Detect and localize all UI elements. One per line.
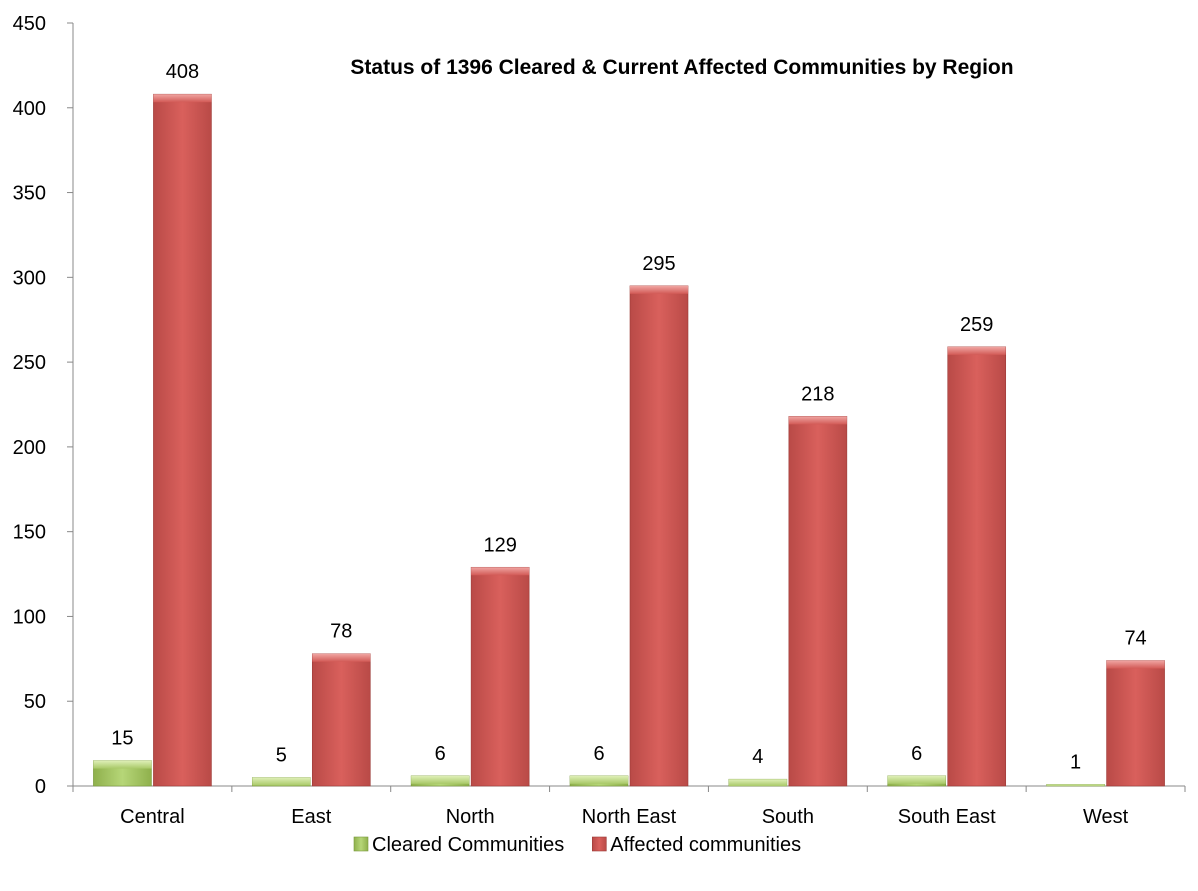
legend-item: Cleared Communities — [353, 834, 564, 856]
data-label: 6 — [593, 743, 604, 765]
data-label: 5 — [276, 745, 287, 767]
bar-affected-communities — [470, 566, 530, 787]
x-tick-label: Central — [120, 806, 184, 828]
data-label: 295 — [642, 253, 675, 275]
bar-cap — [570, 775, 628, 784]
x-tick-label: North — [446, 806, 495, 828]
y-tick-label: 0 — [35, 776, 46, 798]
bar-cleared-communities — [728, 778, 788, 787]
bar-affected-communities — [153, 93, 212, 787]
bar-cap — [630, 285, 688, 294]
data-label: 259 — [960, 314, 993, 336]
legend: Cleared Communities Affected communities — [353, 834, 801, 856]
y-tick-label: 350 — [13, 183, 46, 205]
x-tick-label: South East — [898, 806, 996, 828]
bar-cap — [887, 775, 946, 784]
bars — [93, 93, 1165, 787]
data-labels: 15 408 5 78 6 129 6 295 4 218 6 259 1 74 — [111, 61, 1146, 773]
bar-cap — [153, 94, 212, 103]
bar-body — [788, 416, 848, 787]
y-tick-label: 100 — [13, 606, 46, 628]
legend-swatch — [353, 836, 369, 852]
x-tick-label: West — [1083, 806, 1129, 828]
bar-affected-communities — [311, 653, 371, 787]
bar-cap — [788, 416, 847, 425]
data-label: 1 — [1070, 751, 1081, 773]
y-tick-label: 50 — [24, 691, 46, 713]
bar-cap — [947, 346, 1006, 355]
bar-body — [629, 285, 689, 787]
x-tick-label: South — [762, 806, 814, 828]
bar-cleared-communities — [93, 760, 152, 787]
bar-affected-communities — [788, 416, 848, 787]
bar-cleared-communities — [410, 775, 470, 787]
bar-body — [153, 93, 212, 787]
bar-affected-communities — [1106, 660, 1165, 787]
data-label: 78 — [330, 621, 352, 643]
legend-label: Affected communities — [610, 834, 801, 856]
bar-cap — [1046, 784, 1105, 786]
y-tick-label: 400 — [13, 98, 46, 120]
y-tick-label: 200 — [13, 437, 46, 459]
data-label: 6 — [911, 743, 922, 765]
data-label: 15 — [111, 728, 133, 750]
bar-cap — [1106, 660, 1165, 669]
bar-cleared-communities — [887, 775, 947, 787]
bar-cap — [312, 653, 371, 662]
data-label: 4 — [752, 746, 763, 768]
x-tick-label: East — [291, 806, 331, 828]
bar-cleared-communities — [1046, 784, 1105, 787]
axes: 0 50 100 150 200 250 300 350 400 450 Central East No… — [13, 13, 1186, 828]
bar-affected-communities — [629, 285, 689, 787]
bar-body — [947, 346, 1007, 787]
y-tick-label: 250 — [13, 352, 46, 374]
data-label: 408 — [166, 61, 199, 83]
bar-cap — [471, 567, 530, 576]
bar-cap — [252, 777, 311, 786]
bar-body — [311, 653, 371, 787]
bar-body — [470, 566, 530, 787]
x-tick-label: North East — [582, 806, 677, 828]
legend-swatch — [591, 836, 607, 852]
bar-cap — [411, 775, 470, 784]
data-label: 74 — [1124, 628, 1146, 650]
data-label: 129 — [483, 534, 516, 556]
bar-body — [1106, 660, 1165, 787]
legend-item: Affected communities — [591, 834, 801, 856]
bar-affected-communities — [947, 346, 1007, 787]
data-label: 6 — [435, 743, 446, 765]
legend-label: Cleared Communities — [372, 834, 564, 856]
bar-cap — [728, 779, 787, 786]
bar-cap — [93, 760, 152, 769]
bar-cleared-communities — [251, 777, 311, 787]
y-tick-label: 150 — [13, 522, 46, 544]
bar-cleared-communities — [569, 775, 629, 787]
y-tick-label: 300 — [13, 267, 46, 289]
data-label: 218 — [801, 383, 834, 405]
chart-title: Status of 1396 Cleared & Current Affecte… — [350, 56, 1013, 79]
y-tick-label: 450 — [13, 13, 46, 35]
